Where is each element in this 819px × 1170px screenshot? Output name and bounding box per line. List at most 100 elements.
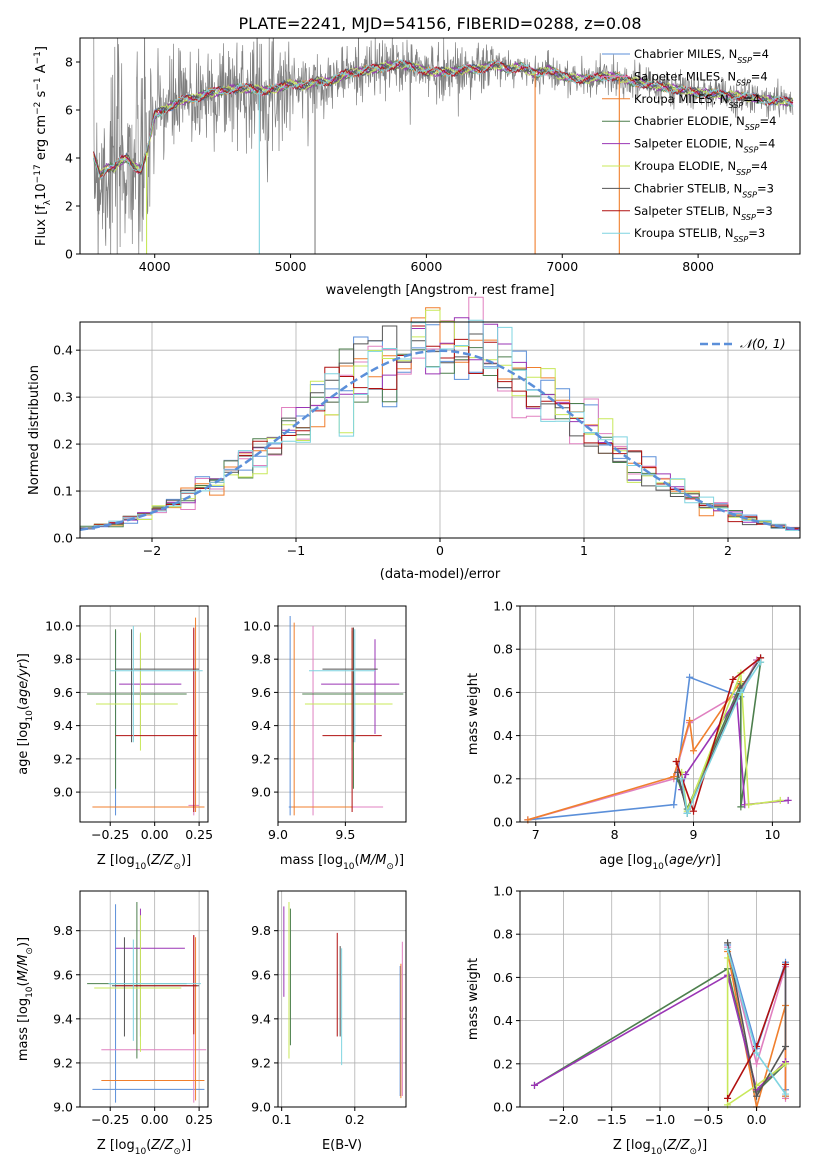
y-tick-label: 9.6 — [53, 685, 73, 700]
point-marker — [753, 1049, 761, 1057]
x-axis-label: E(B-V) — [322, 1138, 362, 1153]
y-tick-label: 9.4 — [53, 718, 73, 733]
axes-frame — [277, 605, 407, 823]
axes-frame — [277, 890, 407, 1108]
panel-age_vs_z: −0.25 0.00 0.25 9.0 9.2 9.4 9.6 9.8 10.0 Z [log10… — [16, 605, 213, 872]
legend-entry: Salpeter MILES, NSSP=4 — [634, 69, 768, 87]
x-tick-label: 0.00 — [141, 1112, 169, 1127]
y-tick-label: 8 — [65, 55, 73, 70]
errorbar-salpeter-stelib — [322, 627, 382, 813]
errorbar-kroupa-elodie — [96, 632, 178, 751]
y-tick-label: 9.4 — [251, 718, 271, 733]
errorbar-chabrier-elodie — [87, 629, 187, 789]
y-tick-label: 0.2 — [493, 1056, 513, 1071]
y-tick-label: 0 — [65, 247, 73, 262]
x-tick-label: −2.0 — [548, 1112, 578, 1127]
y-tick-label: 9.8 — [251, 923, 271, 938]
panel-weight_vs_z: −2.0 −1.5 −1.0 −0.5 0.0 0.0 0.2 0.4 0.6 0.8 1.0 Z [… — [466, 884, 801, 1157]
axes-frame — [79, 890, 209, 1108]
x-axis-label: Z [log10(Z/Z⊙)] — [613, 1138, 707, 1157]
point-marker — [724, 1094, 732, 1102]
point-marker — [729, 675, 737, 683]
point-marker — [776, 796, 784, 804]
y-tick-label: 0.4 — [493, 1013, 513, 1028]
x-tick-label: −0.25 — [91, 827, 129, 842]
series-line — [534, 973, 787, 1092]
y-tick-label: 9.0 — [53, 1100, 73, 1115]
legend-entry: Chabrier STELIB, NSSP=3 — [634, 181, 774, 199]
series-line — [680, 661, 762, 817]
y-axis-label: Normed distribution — [27, 365, 42, 495]
point-marker — [670, 773, 678, 781]
legend-entry: Kroupa ELODIE, NSSP=4 — [634, 159, 768, 177]
y-tick-label: 0.2 — [53, 437, 73, 452]
axes-frame — [79, 605, 209, 823]
x-tick-label: 0 — [436, 543, 444, 558]
point-marker — [683, 809, 691, 817]
chart-layer: 4000 5000 6000 7000 8000 0 2 4 6 8 wavelength [Ang… — [16, 37, 801, 1157]
normal-curve — [79, 349, 801, 532]
point-marker — [672, 758, 680, 766]
errorbar-chabrier-miles — [288, 615, 357, 816]
series-line — [726, 942, 787, 1099]
series-chabrier-miles — [524, 656, 761, 824]
y-tick-label: 0.0 — [493, 1100, 513, 1115]
x-tick-label: 8000 — [682, 259, 714, 274]
errorbar-chabrier-stelib — [112, 937, 200, 1037]
x-tick-label: 6000 — [411, 259, 443, 274]
y-tick-label: 9.0 — [53, 785, 73, 800]
x-tick-label: −2 — [143, 543, 161, 558]
x-axis-label: Z [log10(Z/Z⊙)] — [97, 853, 191, 872]
point-marker — [690, 807, 698, 815]
errorbar-chabrier-miles — [92, 904, 205, 1103]
x-tick-label: 0.1 — [272, 1112, 292, 1127]
errorbar-kroupa-miles — [101, 937, 205, 1101]
errorbar-kroupa-elodie — [304, 630, 393, 751]
y-axis-label: mass [log10(M/M⊙)] — [16, 937, 35, 1061]
y-tick-label: 2 — [65, 199, 73, 214]
y-tick-label: 9.4 — [251, 1011, 271, 1026]
y-tick-label: 0.4 — [493, 728, 513, 743]
series-line — [527, 681, 742, 821]
plot-area-mass_vs_z — [87, 902, 207, 1103]
errorbar-kroupa-miles — [291, 622, 353, 816]
errorbar-salpeter-elodie — [321, 639, 400, 734]
plot-area-mass_vs_ebv — [283, 902, 403, 1099]
y-tick-label: 9.2 — [251, 1055, 271, 1070]
x-tick-label: 9.5 — [335, 827, 355, 842]
x-axis-label: (data-model)/error — [380, 567, 501, 582]
y-tick-label: 0.2 — [493, 771, 513, 786]
x-tick-label: 1 — [580, 543, 588, 558]
legend-entry: Kroupa STELIB, NSSP=3 — [634, 226, 765, 244]
model-line-kroupa-elodie — [93, 61, 794, 174]
series-line — [527, 659, 758, 821]
point-marker — [753, 1060, 761, 1068]
x-axis-label: wavelength [Angstrom, rest frame] — [326, 283, 555, 298]
x-tick-label: 8 — [611, 827, 619, 842]
errorbar-salpeter-miles — [291, 625, 384, 816]
x-tick-label: 9.0 — [268, 827, 288, 842]
y-tick-label: 0.0 — [53, 531, 73, 546]
plot-area-age_vs_mass — [288, 615, 404, 816]
errorbar-kroupa-stelib — [308, 629, 376, 743]
series-salpeter-miles — [524, 656, 761, 824]
errorbar-kroupa-stelib — [110, 625, 203, 743]
x-tick-label: 0.25 — [185, 827, 213, 842]
y-tick-label: 10.0 — [243, 618, 271, 633]
legend-entry: 𝒩(0, 1) — [740, 336, 786, 351]
axes-frame — [519, 605, 801, 823]
y-tick-label: 9.6 — [53, 967, 73, 982]
y-tick-label: 9.4 — [53, 1011, 73, 1026]
plot-area-weight_vs_age — [524, 654, 792, 824]
series-line — [527, 659, 758, 821]
y-tick-label: 10.0 — [45, 618, 73, 633]
panel-age_vs_mass: 9.0 9.5 9.0 9.2 9.4 9.6 9.8 10.0 mass [log10(M/M… — [243, 605, 407, 872]
errorbar-chabrier-miles — [92, 630, 205, 816]
x-tick-label: 0.00 — [141, 827, 169, 842]
point-marker — [724, 945, 732, 953]
x-tick-label: −1.5 — [597, 1112, 627, 1127]
legend-entry: Chabrier ELODIE, NSSP=4 — [634, 114, 776, 132]
point-marker — [745, 801, 753, 809]
point-marker — [530, 1081, 538, 1089]
